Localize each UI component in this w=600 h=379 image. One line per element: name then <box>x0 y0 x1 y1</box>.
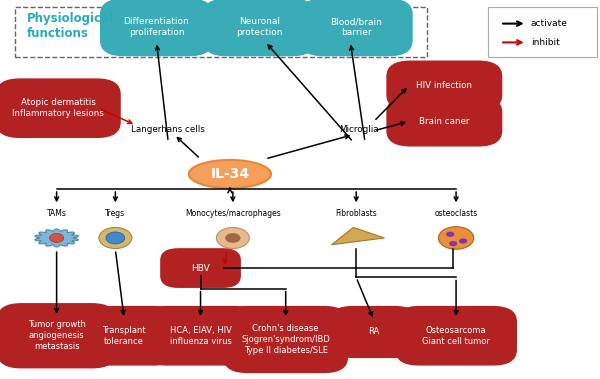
Text: osteoclasts: osteoclasts <box>434 209 478 218</box>
Text: Atopic dermatitis
Inflammatory lesions: Atopic dermatitis Inflammatory lesions <box>13 98 104 118</box>
Text: Blood/brain
barrier: Blood/brain barrier <box>330 17 382 38</box>
Text: RA: RA <box>368 327 379 337</box>
Text: Physiological
functions: Physiological functions <box>27 13 114 40</box>
Text: Fibroblasts: Fibroblasts <box>335 209 377 218</box>
Text: Differentiation
proliferation: Differentiation proliferation <box>124 17 190 38</box>
Circle shape <box>446 232 454 237</box>
FancyBboxPatch shape <box>203 0 315 56</box>
Circle shape <box>459 238 467 244</box>
Polygon shape <box>35 229 78 247</box>
Circle shape <box>106 232 125 244</box>
Text: HCA, EIAV, HIV
influenza virus: HCA, EIAV, HIV influenza virus <box>170 326 232 346</box>
FancyBboxPatch shape <box>301 0 412 56</box>
Polygon shape <box>332 227 385 245</box>
Text: HIV infection: HIV infection <box>416 81 472 90</box>
Circle shape <box>225 233 241 243</box>
Circle shape <box>99 227 132 249</box>
FancyBboxPatch shape <box>387 61 502 110</box>
Text: Monocytes/macrophages: Monocytes/macrophages <box>185 209 281 218</box>
Circle shape <box>439 227 473 249</box>
Text: Crohn's disease
Sjogren'syndrom/IBD
Type II diabetes/SLE: Crohn's disease Sjogren'syndrom/IBD Type… <box>241 324 330 355</box>
Text: activate: activate <box>530 19 568 28</box>
Text: Transplant
tolerance: Transplant tolerance <box>103 326 146 346</box>
Text: IL-34: IL-34 <box>211 167 250 181</box>
Text: Brain caner: Brain caner <box>419 117 470 126</box>
Circle shape <box>50 233 64 243</box>
Circle shape <box>217 227 249 249</box>
FancyBboxPatch shape <box>330 307 418 357</box>
FancyBboxPatch shape <box>143 307 258 365</box>
Text: Neuronal
protection: Neuronal protection <box>236 17 283 38</box>
FancyBboxPatch shape <box>161 249 240 287</box>
Circle shape <box>449 241 457 246</box>
Text: Langerhans cells: Langerhans cells <box>131 125 205 134</box>
Ellipse shape <box>189 160 271 188</box>
Text: inhibit: inhibit <box>530 38 559 47</box>
Text: HBV: HBV <box>191 263 210 273</box>
Text: Tumor growth
angiogenesis
metastasis: Tumor growth angiogenesis metastasis <box>28 320 86 351</box>
FancyBboxPatch shape <box>396 307 516 365</box>
FancyBboxPatch shape <box>224 307 347 373</box>
FancyBboxPatch shape <box>0 304 115 368</box>
FancyBboxPatch shape <box>101 0 212 56</box>
Text: Osteosarcoma
Giant cell tumor: Osteosarcoma Giant cell tumor <box>422 326 490 346</box>
Text: Microglia: Microglia <box>340 125 379 134</box>
FancyBboxPatch shape <box>387 97 502 146</box>
Text: Tregs: Tregs <box>105 209 125 218</box>
FancyBboxPatch shape <box>0 79 120 137</box>
FancyBboxPatch shape <box>71 307 177 365</box>
Text: TAMs: TAMs <box>47 209 67 218</box>
